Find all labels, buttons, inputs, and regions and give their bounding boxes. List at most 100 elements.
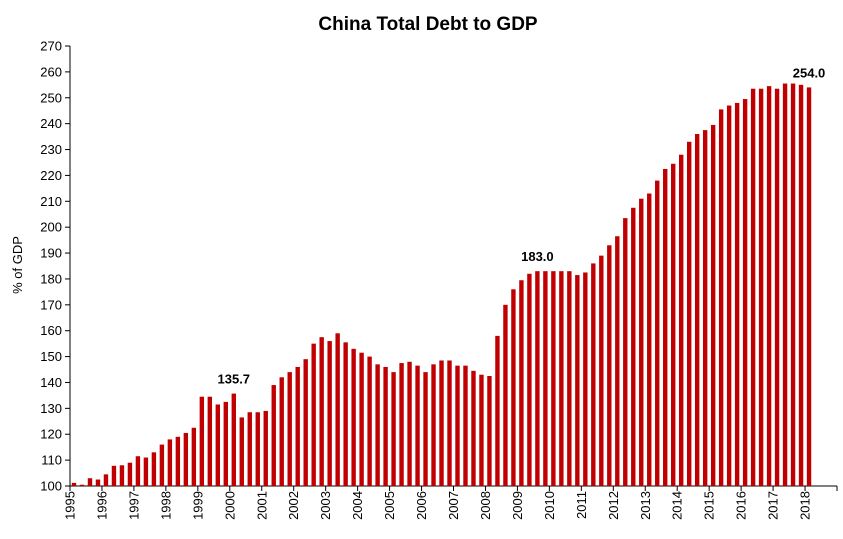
y-tick-label: 150 bbox=[40, 349, 62, 364]
bar bbox=[718, 109, 724, 486]
bar bbox=[479, 374, 484, 486]
bar bbox=[359, 352, 364, 486]
bar bbox=[391, 372, 396, 486]
x-tick-label: 2014 bbox=[670, 491, 685, 520]
bar bbox=[503, 304, 508, 486]
y-tick-label: 160 bbox=[40, 323, 62, 338]
bar bbox=[647, 193, 652, 486]
y-tick-label: 250 bbox=[40, 90, 62, 105]
bar bbox=[511, 289, 516, 486]
bar bbox=[543, 271, 548, 486]
y-tick-label: 120 bbox=[40, 427, 62, 442]
y-axis-label: % of GDP bbox=[10, 236, 25, 294]
bar-series bbox=[71, 83, 812, 487]
bar bbox=[175, 436, 181, 486]
bar bbox=[119, 465, 125, 486]
bar bbox=[774, 88, 780, 487]
bar bbox=[631, 207, 636, 486]
data-label: 183.0 bbox=[521, 249, 554, 264]
x-tick-label: 1997 bbox=[126, 491, 141, 520]
x-tick-label: 2003 bbox=[318, 491, 333, 520]
bar bbox=[551, 271, 556, 486]
bar bbox=[159, 444, 165, 486]
bar bbox=[263, 410, 268, 486]
bar bbox=[535, 271, 540, 486]
bar bbox=[87, 478, 93, 486]
bar bbox=[127, 462, 133, 486]
bar bbox=[111, 465, 117, 486]
x-tick-label: 2007 bbox=[446, 491, 461, 520]
data-label: 135.7 bbox=[218, 372, 251, 387]
bar bbox=[591, 263, 596, 486]
y-tick-label: 240 bbox=[40, 116, 62, 131]
bar bbox=[423, 372, 428, 486]
bar bbox=[726, 105, 732, 486]
bar bbox=[95, 479, 101, 486]
bar bbox=[167, 439, 173, 486]
bar bbox=[279, 377, 284, 486]
x-tick-label: 1996 bbox=[94, 491, 109, 520]
chart-title: China Total Debt to GDP bbox=[318, 14, 538, 35]
bar bbox=[487, 376, 492, 486]
bar bbox=[471, 370, 476, 486]
bar bbox=[623, 218, 628, 486]
y-tick-label: 110 bbox=[41, 453, 62, 468]
bar bbox=[679, 154, 684, 487]
y-tick-label: 130 bbox=[40, 401, 62, 416]
y-tick-label: 140 bbox=[40, 375, 62, 390]
data-annotations: 135.7 183.0 254.0 bbox=[218, 65, 826, 386]
bar bbox=[399, 363, 404, 486]
x-tick-label: 2016 bbox=[734, 491, 749, 520]
bar bbox=[335, 333, 340, 486]
y-tick-label: 220 bbox=[40, 168, 62, 183]
x-axis: 1995 1996 1997 1998 1999 2000 2001 2002 2003 2004… bbox=[63, 485, 838, 520]
bar bbox=[694, 134, 700, 486]
bar bbox=[734, 102, 740, 487]
bar bbox=[247, 412, 252, 486]
bar bbox=[223, 401, 228, 486]
x-tick-label: 2008 bbox=[478, 491, 493, 520]
x-tick-label: 2005 bbox=[382, 491, 397, 520]
x-tick-label: 2017 bbox=[766, 491, 781, 520]
bar bbox=[766, 86, 772, 486]
x-tick-label: 2006 bbox=[414, 491, 429, 520]
bar bbox=[463, 365, 468, 486]
bar bbox=[575, 275, 580, 486]
y-tick-label: 230 bbox=[40, 142, 62, 157]
bar bbox=[199, 396, 205, 486]
bar bbox=[702, 130, 708, 486]
bar bbox=[343, 342, 348, 486]
x-tick-label: 2015 bbox=[702, 491, 717, 520]
x-tick-label: 2000 bbox=[222, 491, 237, 520]
bar bbox=[782, 83, 788, 486]
bar bbox=[135, 456, 141, 486]
y-tick-label: 270 bbox=[40, 39, 62, 54]
bar bbox=[407, 361, 412, 486]
bar bbox=[327, 341, 332, 486]
bar bbox=[663, 168, 668, 487]
x-tick-label: 1998 bbox=[158, 491, 173, 520]
bar bbox=[495, 335, 500, 486]
bar bbox=[191, 427, 197, 486]
bar bbox=[790, 83, 796, 486]
bar bbox=[758, 88, 764, 487]
bar bbox=[319, 337, 324, 486]
bar bbox=[583, 272, 588, 486]
bar bbox=[383, 366, 388, 486]
y-tick-label: 260 bbox=[40, 64, 62, 79]
bar bbox=[287, 372, 292, 486]
bar bbox=[71, 482, 77, 486]
bar bbox=[239, 417, 244, 486]
y-tick-label: 180 bbox=[40, 271, 62, 286]
bar bbox=[655, 180, 660, 486]
bar bbox=[231, 393, 236, 486]
x-tick-label: 2018 bbox=[798, 491, 813, 520]
bar bbox=[351, 348, 356, 486]
x-tick-label: 2002 bbox=[286, 491, 301, 520]
bar bbox=[215, 404, 221, 486]
bar bbox=[567, 271, 572, 486]
bar bbox=[527, 273, 532, 486]
bar bbox=[375, 364, 380, 486]
bar bbox=[607, 245, 612, 486]
